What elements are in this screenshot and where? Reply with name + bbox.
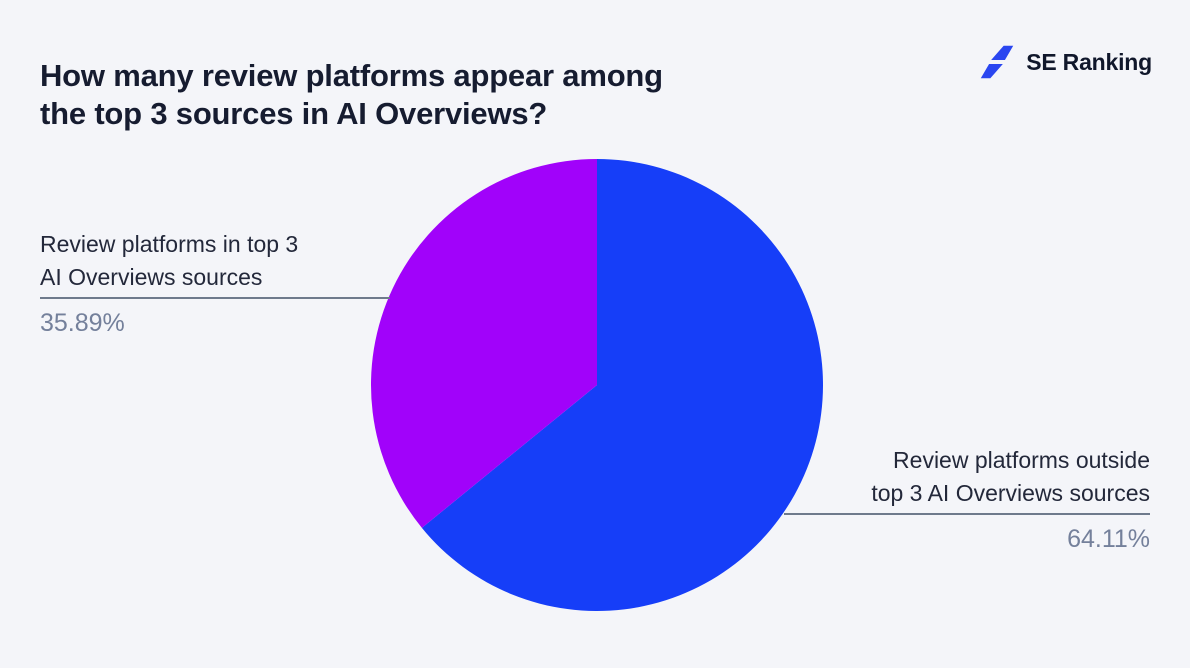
se-ranking-logo: SE Ranking bbox=[978, 40, 1152, 84]
callout-in-top3-leader-line bbox=[40, 297, 390, 299]
pie-chart bbox=[370, 159, 823, 611]
callout-outside-top3-value: 64.11% bbox=[1067, 525, 1150, 553]
page-title: How many review platforms appear among t… bbox=[40, 57, 820, 133]
pie-slice-2 bbox=[370, 159, 597, 528]
callout-in-top3-label-line-1: Review platforms in top 3 bbox=[40, 231, 299, 257]
callout-outside-top3-label-line-1: Review platforms outside bbox=[893, 447, 1150, 473]
callout-in-top3-value: 35.89% bbox=[40, 309, 125, 337]
page-title-line-2: the top 3 sources in AI Overviews? bbox=[40, 95, 548, 131]
callout-outside-top3-leader-line bbox=[784, 513, 1150, 515]
callout-outside-top3-label-line-2: top 3 AI Overviews sources bbox=[871, 480, 1150, 506]
pie-slice-1 bbox=[421, 159, 823, 611]
callout-in-top3-label-line-2: AI Overviews sources bbox=[40, 264, 263, 290]
callout-in-top3: Review platforms in top 3 AI Overviews s… bbox=[40, 228, 390, 340]
callout-outside-top3: Review platforms outside top 3 AI Overvi… bbox=[784, 444, 1150, 556]
lightning-bolt-icon bbox=[980, 45, 1014, 79]
se-ranking-logo-text: SE Ranking bbox=[1026, 48, 1152, 75]
page-title-line-1: How many review platforms appear among bbox=[40, 57, 663, 93]
pie-chart-container bbox=[367, 155, 827, 615]
